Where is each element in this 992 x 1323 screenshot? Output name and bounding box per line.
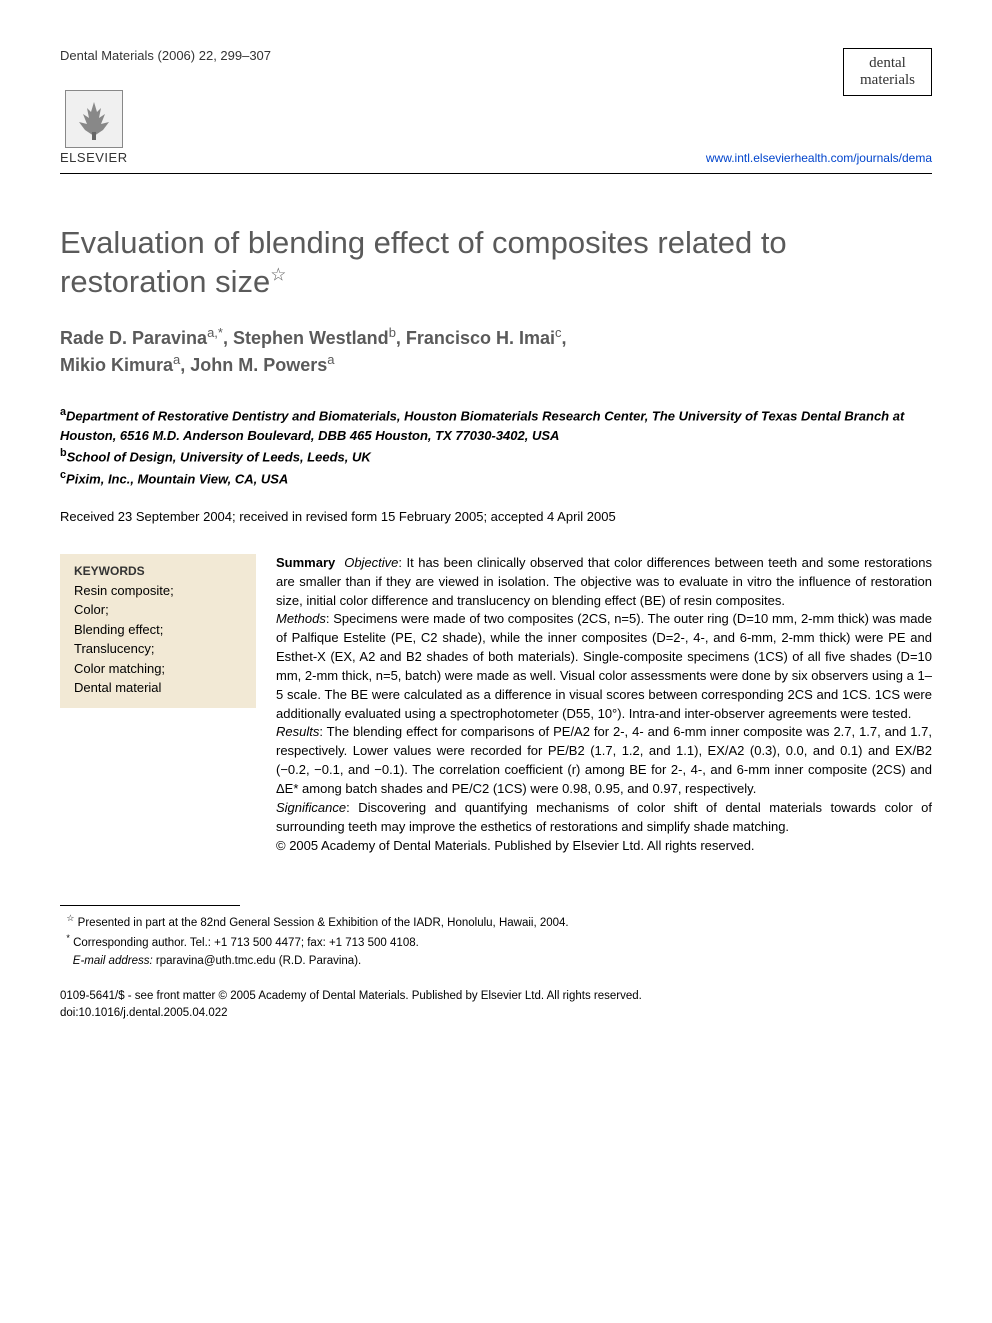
affiliations: aDepartment of Restorative Dentistry and… [60,404,932,489]
author-5-sup: a [327,352,334,367]
bottom-info: 0109-5641/$ - see front matter © 2005 Ac… [60,988,932,1023]
author-sep-4: , John M. Powers [180,355,327,375]
keyword-3: Translucency; [74,641,154,656]
author-2-sup: b [389,325,396,340]
abstract-objective: Summary Objective: It has been clinicall… [276,554,932,611]
summary-label: Summary [276,555,335,570]
journal-box: dental materials [843,48,932,96]
elsevier-text: ELSEVIER [60,150,128,165]
results-label: Results [276,724,319,739]
methods-label: Methods [276,611,326,626]
keyword-2: Blending effect; [74,622,163,637]
affiliation-c: Pixim, Inc., Mountain View, CA, USA [66,471,288,486]
significance-label: Significance [276,800,346,815]
keyword-0: Resin composite; [74,583,174,598]
journal-subtitle: materials [860,72,915,89]
author-1: Rade D. Paravina [60,328,207,348]
keywords-list: Resin composite; Color; Blending effect;… [74,581,242,698]
author-sep-2: , Francisco H. Imai [396,328,555,348]
footnote-star: Presented in part at the 82nd General Se… [78,917,569,929]
abstract: Summary Objective: It has been clinicall… [276,554,932,856]
header-divider [60,173,932,174]
journal-url[interactable]: www.intl.elsevierhealth.com/journals/dem… [706,151,932,165]
dates-text: Received 23 September 2004; received in … [60,509,932,524]
email-label: E-mail address: [73,955,153,967]
affiliation-a: Department of Restorative Dentistry and … [60,408,904,443]
keyword-4: Color matching; [74,661,165,676]
footnotes: ☆ Presented in part at the 82nd General … [60,912,932,969]
elsevier-logo: ELSEVIER [60,90,128,165]
citation-text: Dental Materials (2006) 22, 299–307 [60,48,271,63]
abstract-results: Results: The blending effect for compari… [276,723,932,798]
footer-divider [60,905,240,906]
author-sep-3: , [561,328,566,348]
elsevier-tree-icon [65,90,123,148]
page-container: Dental Materials (2006) 22, 299–307 dent… [0,0,992,1062]
abstract-methods: Methods: Specimens were made of two comp… [276,610,932,723]
email-address: rparavina@uth.tmc.edu (R.D. Paravina). [156,955,361,967]
methods-text: : Specimens were made of two composites … [276,611,932,720]
logo-row: ELSEVIER www.intl.elsevierhealth.com/jou… [60,90,932,165]
title-marker: ☆ [270,264,286,284]
affiliation-b: School of Design, University of Leeds, L… [67,450,371,465]
doi-text: doi:10.1016/j.dental.2005.04.022 [60,1007,228,1019]
authors: Rade D. Paravinaa,*, Stephen Westlandb, … [60,324,932,378]
results-text: : The blending effect for comparisons of… [276,724,932,796]
author-sep-1: , Stephen Westland [223,328,389,348]
keywords-box: KEYWORDS Resin composite; Color; Blendin… [60,554,256,708]
keyword-1: Color; [74,602,109,617]
keyword-5: Dental material [74,680,161,695]
header-row: Dental Materials (2006) 22, 299–307 dent… [60,48,932,96]
significance-text: : Discovering and quantifying mechanisms… [276,800,932,834]
abstract-copyright: © 2005 Academy of Dental Materials. Publ… [276,837,932,856]
objective-label: Objective [344,555,398,570]
article-title: Evaluation of blending effect of composi… [60,224,932,302]
title-text: Evaluation of blending effect of composi… [60,225,787,299]
issn-text: 0109-5641/$ - see front matter © 2005 Ac… [60,990,642,1002]
footnote-corr: Corresponding author. Tel.: +1 713 500 4… [73,937,419,949]
keywords-header: KEYWORDS [74,564,242,578]
author-1-sup: a,* [207,325,223,340]
author-4: Mikio Kimura [60,355,173,375]
content-row: KEYWORDS Resin composite; Color; Blendin… [60,554,932,856]
abstract-significance: Significance: Discovering and quantifyin… [276,799,932,837]
journal-name: dental [860,55,915,72]
